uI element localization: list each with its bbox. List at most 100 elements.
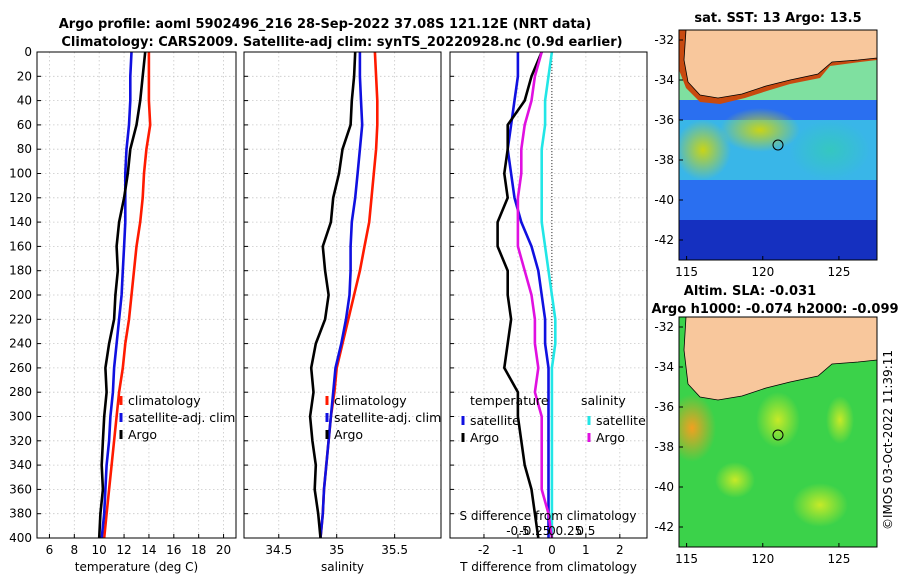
- depth-tick-label: 360: [9, 482, 32, 496]
- temperature-xtick-label: 18: [191, 543, 206, 557]
- legend-salinity-title: salinity: [581, 393, 626, 408]
- temperature-legend-label: climatology: [128, 393, 201, 408]
- difference-xtick-label: 2: [616, 543, 624, 557]
- sst-map-panel: [679, 30, 877, 260]
- salinity-xtick-label: 35: [329, 543, 344, 557]
- sla-map-axes: 115 120 125 -32 -34 -36 -38 -40 -42: [654, 320, 850, 566]
- sla-map-ytick-label: -38: [654, 440, 674, 454]
- sst-land: [683, 30, 877, 99]
- sla-anomaly-4: [715, 462, 755, 498]
- depth-tick-label: 240: [9, 337, 32, 351]
- sla-anomaly-2: [756, 392, 800, 448]
- sst-cold-band: [679, 220, 877, 260]
- difference-xtick-label: -2: [478, 543, 490, 557]
- diff-legend-label: satellite: [470, 413, 520, 428]
- sst-eddy-1: [679, 120, 731, 180]
- sla-map-panel: [679, 317, 877, 547]
- depth-tick-label: 300: [9, 410, 32, 424]
- temperature-chart: 6 8 10 12 14 16 18 20 temperature (deg C) 0 20 40 60…: [9, 45, 237, 574]
- sst-eddy-3: [790, 120, 870, 180]
- sla-map-frame: [678, 316, 878, 548]
- sst-map-title: sat. SST: 13 Argo: 13.5: [694, 11, 861, 26]
- diff-s-tick-label: -0.25: [519, 524, 550, 538]
- sla-map-ytick-label: -42: [654, 520, 674, 534]
- sla-anomaly-3: [826, 396, 854, 444]
- salinity-series-argo: [308, 51, 357, 539]
- temperature-xtick-label: 14: [141, 543, 156, 557]
- temperature-xlabel: temperature (deg C): [75, 560, 198, 574]
- temperature-xtick-label: 10: [92, 543, 107, 557]
- sla-land: [683, 317, 877, 401]
- depth-tick-label: 260: [9, 361, 32, 375]
- temperature-xtick-label: 8: [70, 543, 78, 557]
- temperature-series-argo: [97, 51, 147, 539]
- sst-map-ytick-label: -42: [654, 233, 674, 247]
- diff-legend-label: Argo: [470, 430, 499, 445]
- title-line-1: Argo profile: aoml 5902496_216 28-Sep-20…: [59, 17, 592, 32]
- difference-xtick-label: 0: [548, 543, 556, 557]
- diff-legend-label: satellite: [596, 413, 646, 428]
- diff-s-tick-label: 0.25: [556, 524, 583, 538]
- sla-anomaly-1: [679, 394, 716, 462]
- sla-argo-marker: [772, 429, 784, 441]
- legend-temperature-title: temperature: [470, 393, 549, 408]
- difference-xtick-label: -1: [512, 543, 524, 557]
- sst-argo-marker: [772, 139, 784, 151]
- depth-tick-label: 0: [24, 45, 32, 59]
- sst-eddy-2: [720, 108, 800, 152]
- temperature-xtick-label: 16: [166, 543, 181, 557]
- temperature-legend-label: Argo: [128, 427, 157, 442]
- depth-tick-label: 140: [9, 215, 32, 229]
- sst-map-ytick-label: -32: [654, 33, 674, 47]
- depth-tick-label: 400: [9, 531, 32, 545]
- depth-tick-label: 380: [9, 507, 32, 521]
- difference-series-salinity-argo: [516, 51, 554, 539]
- temperature-xtick-label: 20: [216, 543, 231, 557]
- imos-timestamp: ©IMOS 03-Oct-2022 11:39:11: [881, 350, 895, 530]
- depth-tick-label: 60: [17, 118, 32, 132]
- diff-xlabel-top: S difference from climatology: [460, 509, 637, 523]
- sst-map-xtick-label: 125: [827, 265, 850, 279]
- sla-anomaly-5: [792, 483, 848, 527]
- salinity-legend-label: satellite-adj. clim: [334, 410, 441, 425]
- difference-xlabel: T difference from climatology: [459, 560, 637, 574]
- temperature-xtick-label: 6: [46, 543, 54, 557]
- sla-map-ytick-label: -32: [654, 320, 674, 334]
- title-line-2: Climatology: CARS2009. Satellite-adj cli…: [61, 35, 622, 50]
- diff-s-tick-label: -0.5: [506, 524, 529, 538]
- salinity-xlabel: salinity: [321, 560, 364, 574]
- depth-tick-label: 40: [17, 94, 32, 108]
- sst-map-ytick-label: -36: [654, 113, 674, 127]
- temperature-series-climatology: [102, 52, 152, 539]
- diff-legend-label: Argo: [596, 430, 625, 445]
- temperature-legend-label: satellite-adj. clim: [128, 410, 235, 425]
- depth-tick-label: 180: [9, 264, 32, 278]
- depth-tick-label: 280: [9, 385, 32, 399]
- sst-map-ytick-label: -40: [654, 193, 674, 207]
- difference-series-temperature-argo: [496, 51, 543, 539]
- depth-tick-label: 20: [17, 69, 32, 83]
- sla-map-ytick-label: -40: [654, 480, 674, 494]
- salinity-legend-label: climatology: [334, 393, 407, 408]
- diff-s-tick-label: 0.5: [576, 524, 595, 538]
- depth-tick-label: 340: [9, 458, 32, 472]
- salinity-chart: 34.5 35 35.5 salinity climatology satellite-a…: [243, 51, 442, 574]
- depth-tick-label: 80: [17, 142, 32, 156]
- salinity-legend-label: Argo: [334, 427, 363, 442]
- sst-map-axes: 115 120 125 -32 -34 -36 -38 -40 -42: [654, 33, 850, 279]
- diff-s-tick-label: 0: [548, 524, 556, 538]
- sla-map-ytick-label: -34: [654, 360, 674, 374]
- sla-map-ytick-label: -36: [654, 400, 674, 414]
- sst-map-frame: [678, 29, 878, 261]
- difference-series-salinity-satellite: [540, 51, 557, 538]
- sst-map-ytick-label: -38: [654, 153, 674, 167]
- sst-map-xtick-label: 120: [751, 265, 774, 279]
- temperature-series-satellite-adj-clim: [100, 51, 133, 539]
- difference-series-temperature-satellite: [506, 52, 550, 538]
- sla-map-title-2: Argo h1000: -0.074 h2000: -0.099: [651, 302, 898, 317]
- difference-chart: -2 -1 0 1 2 T difference from climatology temp…: [449, 51, 648, 574]
- depth-tick-label: 160: [9, 239, 32, 253]
- sla-map-title-1: Altim. SLA: -0.031: [684, 284, 816, 299]
- salinity-xtick-label: 35.5: [381, 543, 408, 557]
